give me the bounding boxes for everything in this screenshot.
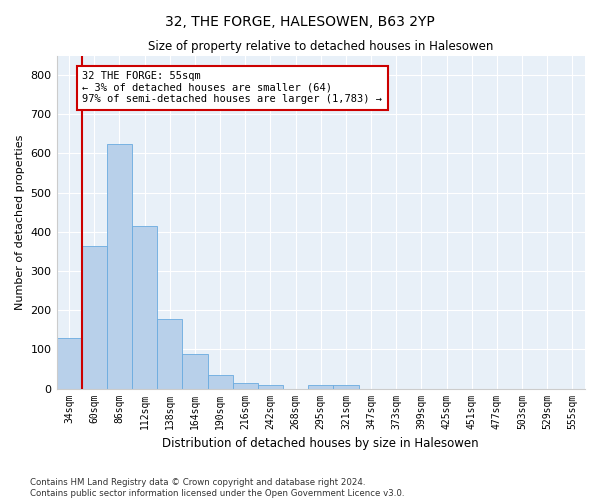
Bar [157,319,182,388]
Y-axis label: Number of detached properties: Number of detached properties [15,134,25,310]
X-axis label: Distribution of detached houses by size in Halesowen: Distribution of detached houses by size … [163,437,479,450]
Bar [82,246,107,388]
Bar [107,144,132,388]
Text: 32 THE FORGE: 55sqm
← 3% of detached houses are smaller (64)
97% of semi-detache: 32 THE FORGE: 55sqm ← 3% of detached hou… [82,71,382,104]
Title: Size of property relative to detached houses in Halesowen: Size of property relative to detached ho… [148,40,493,53]
Bar [208,375,233,388]
Bar [132,226,157,388]
Bar [233,382,258,388]
Bar [334,384,359,388]
Bar [308,384,334,388]
Text: 32, THE FORGE, HALESOWEN, B63 2YP: 32, THE FORGE, HALESOWEN, B63 2YP [165,15,435,29]
Text: Contains HM Land Registry data © Crown copyright and database right 2024.
Contai: Contains HM Land Registry data © Crown c… [30,478,404,498]
Bar [258,386,283,388]
Bar [56,338,82,388]
Bar [182,354,208,388]
